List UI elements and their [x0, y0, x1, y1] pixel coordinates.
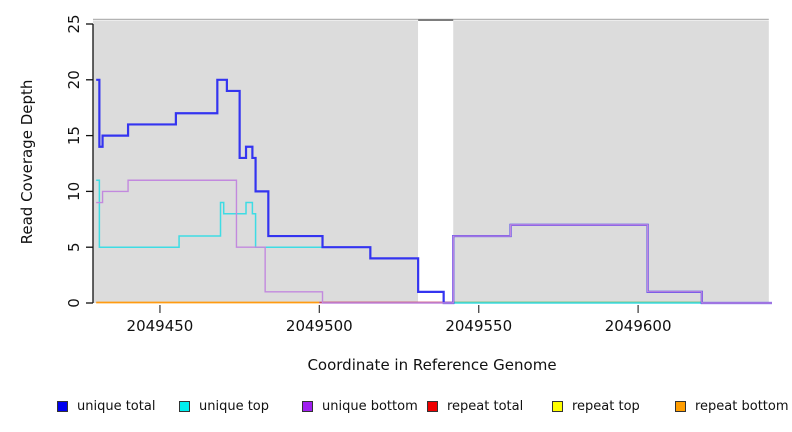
legend-label-unique-bottom: unique bottom: [322, 399, 418, 414]
region-gap-region: [418, 21, 454, 303]
y-tick-label: 10: [65, 182, 83, 201]
legend-label-unique-top: unique top: [199, 399, 270, 414]
x-axis-title: Coordinate in Reference Genome: [307, 356, 557, 374]
series-line-unique-bottom: [96, 179, 772, 304]
x-tick-label: 2049550: [445, 317, 512, 335]
legend-swatch-repeat-total: [427, 401, 438, 412]
y-tick-label: 5: [65, 242, 83, 252]
x-tick-label: 2049450: [127, 317, 194, 335]
x-tick-label: 2049500: [286, 317, 353, 335]
legend-item-unique-bottom: unique bottom: [302, 399, 418, 414]
legend-swatch-repeat-top: [552, 401, 563, 412]
x-tick-label: 2049600: [605, 317, 672, 335]
y-tick-label: 20: [65, 70, 83, 89]
legend-label-repeat-top: repeat top: [572, 399, 640, 414]
legend-label-repeat-bottom: repeat bottom: [695, 399, 789, 414]
chart-svg: 0 5 10 15 20 25 2049450 2049500 2049550 2049600: [65, 14, 772, 335]
region-unique-region-right: [453, 21, 769, 303]
legend-item-unique-top: unique top: [179, 399, 269, 414]
legend-swatch-unique-total: [57, 401, 68, 412]
legend-swatch-unique-top: [179, 401, 190, 412]
legend: unique total unique top unique bottom repea…: [0, 399, 792, 421]
y-tick-label: 0: [65, 298, 83, 308]
legend-item-repeat-top: repeat top: [552, 399, 640, 414]
y-tick-label: 15: [65, 126, 83, 145]
legend-item-unique-total: unique total: [57, 399, 155, 414]
legend-swatch-repeat-bottom: [675, 401, 686, 412]
y-axis-title: Read Coverage Depth: [18, 79, 36, 245]
legend-item-repeat-total: repeat total: [427, 399, 523, 414]
legend-swatch-unique-bottom: [302, 401, 313, 412]
legend-item-repeat-bottom: repeat bottom: [675, 399, 789, 414]
legend-label-repeat-total: repeat total: [447, 399, 524, 414]
y-tick-label: 25: [65, 14, 83, 33]
legend-label-unique-total: unique total: [77, 399, 156, 414]
